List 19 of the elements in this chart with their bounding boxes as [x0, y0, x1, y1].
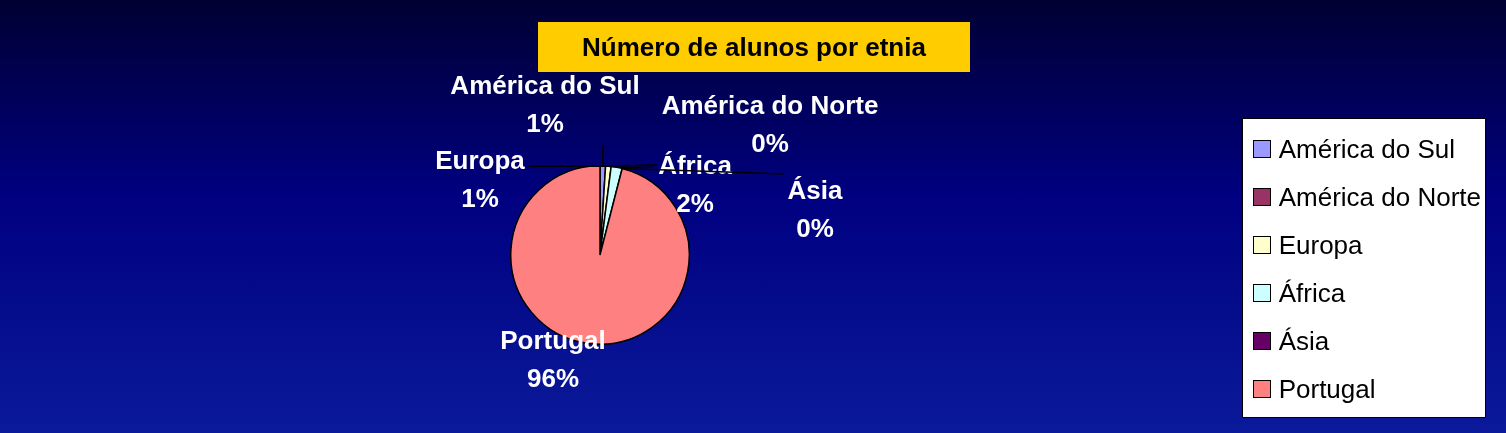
legend-label: África	[658, 150, 733, 181]
legend-label: América do Sul	[1278, 133, 1455, 165]
data-label: 2%	[676, 188, 714, 219]
text: 0%	[796, 213, 834, 244]
chart-title: Número de alunos por etnia	[538, 22, 970, 72]
legend-label: Portugal	[1278, 373, 1376, 405]
legend-label: América do Norte	[1278, 181, 1481, 213]
text: 0%	[751, 128, 789, 159]
category-label: África	[1278, 277, 1346, 308]
category-label: Ásia	[787, 175, 843, 206]
legend-label: Europa	[1278, 229, 1363, 261]
data-label: 96%	[526, 363, 580, 394]
slice-label: América do Sul	[450, 70, 640, 101]
slice-label: Europa	[435, 145, 526, 176]
slice-label: Portugal	[500, 325, 606, 356]
legend-label: Ásia	[1278, 325, 1330, 357]
data-label: 1%	[526, 108, 564, 139]
data-label: 1%	[461, 183, 499, 214]
category-label: América do Norte	[661, 90, 879, 121]
